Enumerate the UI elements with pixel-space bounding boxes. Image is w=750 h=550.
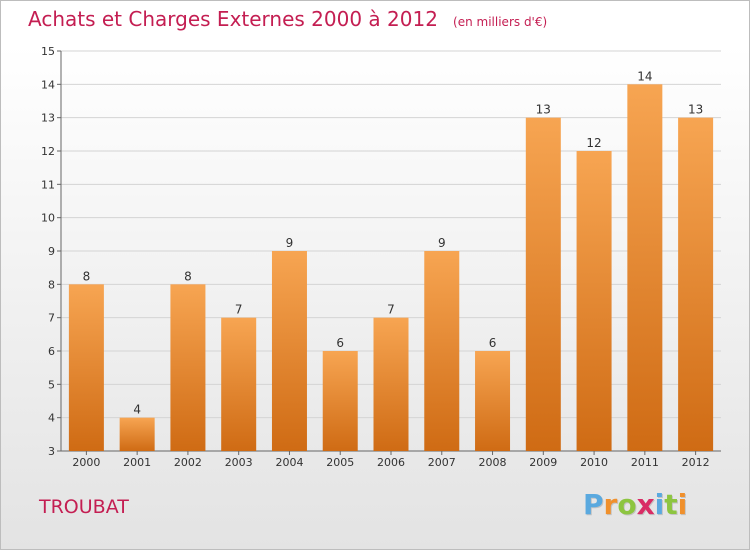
bar-2001 — [119, 417, 155, 451]
x-tick-label-2012: 2012 — [682, 456, 710, 469]
brand-letter: i — [677, 488, 688, 521]
brand-logo: Proxiti — [583, 488, 687, 521]
y-tick-label: 14 — [41, 78, 55, 91]
x-tick-label-2004: 2004 — [275, 456, 303, 469]
x-tick-label-2006: 2006 — [377, 456, 405, 469]
data-label-2012: 13 — [688, 103, 703, 117]
bar-2006 — [373, 317, 409, 451]
bar-2002 — [170, 284, 206, 451]
y-tick-label: 6 — [48, 345, 55, 358]
brand-letter: r — [603, 488, 618, 521]
data-label-2011: 14 — [637, 69, 652, 83]
y-tick-label: 5 — [48, 378, 55, 391]
x-tick-label-2011: 2011 — [631, 456, 659, 469]
y-tick-label: 12 — [41, 145, 55, 158]
commune-name: TROUBAT — [39, 496, 129, 518]
x-tick-label-2002: 2002 — [174, 456, 202, 469]
data-label-2002: 8 — [184, 269, 192, 283]
bar-2010 — [576, 151, 612, 451]
brand-letter: i — [654, 488, 665, 521]
x-tick-label-2005: 2005 — [326, 456, 354, 469]
y-tick-label: 15 — [41, 45, 55, 58]
y-tick-label: 8 — [48, 278, 55, 291]
data-label-2005: 6 — [336, 336, 344, 350]
data-label-2000: 8 — [83, 269, 91, 283]
title-row: Achats et Charges Externes 2000 à 2012 (… — [28, 7, 547, 31]
data-label-2007: 9 — [438, 236, 446, 250]
brand-letter: P — [583, 488, 604, 521]
data-label-2003: 7 — [235, 303, 243, 317]
bar-2005 — [322, 351, 358, 451]
y-tick-label: 13 — [41, 112, 55, 125]
x-tick-label-2007: 2007 — [428, 456, 456, 469]
bar-2007 — [424, 251, 460, 451]
bars — [68, 84, 714, 452]
data-label-2006: 7 — [387, 303, 395, 317]
data-label-2009: 13 — [536, 103, 551, 117]
data-label-2010: 12 — [586, 136, 601, 150]
y-tick-label: 3 — [48, 445, 55, 458]
y-tick-label: 10 — [41, 212, 55, 225]
x-tick-label-2008: 2008 — [479, 456, 507, 469]
y-tick-label: 4 — [48, 412, 55, 425]
y-tick-label: 11 — [41, 178, 55, 191]
bar-2003 — [221, 317, 257, 451]
x-tick-label-2000: 2000 — [72, 456, 100, 469]
x-tick-label-2009: 2009 — [529, 456, 557, 469]
bar-2012 — [678, 117, 714, 452]
x-tick-label-2010: 2010 — [580, 456, 608, 469]
brand-letter: o — [617, 488, 637, 521]
brand-letter: x — [636, 488, 655, 521]
x-tick-label-2001: 2001 — [123, 456, 151, 469]
data-label-2004: 9 — [286, 236, 294, 250]
bar-2008 — [475, 351, 511, 451]
y-tick-label: 7 — [48, 312, 55, 325]
x-tick-label-2003: 2003 — [225, 456, 253, 469]
data-label-2008: 6 — [489, 336, 497, 350]
y-tick-label: 9 — [48, 245, 55, 258]
chart-title: Achats et Charges Externes 2000 à 2012 — [28, 7, 438, 31]
data-label-2001: 4 — [133, 403, 141, 417]
bar-2000 — [68, 284, 104, 451]
labels: 3 4 5 6 7 8 9 10 11 12 13 14 15 8 2000 4 2001 8 2002 7 2003 9… — [41, 45, 710, 469]
bar-2009 — [525, 117, 561, 452]
bar-2011 — [627, 84, 663, 451]
brand-letter: t — [664, 488, 678, 521]
bar-2004 — [271, 251, 307, 451]
chart-subtitle: (en milliers d'€) — [453, 15, 548, 29]
